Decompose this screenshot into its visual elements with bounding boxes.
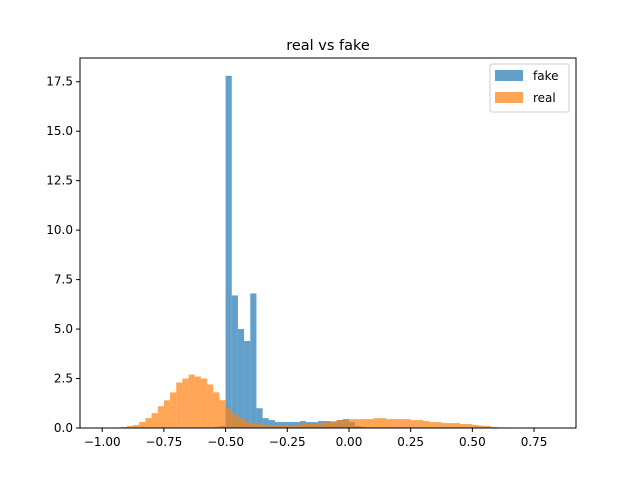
bar-fake-22	[237, 329, 245, 428]
bar-real-61	[478, 425, 485, 428]
bar-real-44	[373, 418, 380, 428]
bar-real-43	[367, 419, 374, 428]
bar-real-28	[274, 425, 282, 428]
bar-real-45	[379, 418, 386, 428]
bar-real-48	[398, 419, 405, 428]
bar-real-15	[194, 376, 201, 428]
bar-real-10	[163, 400, 171, 428]
bar-real-17	[207, 384, 214, 428]
legend-swatch-real	[495, 92, 523, 103]
bar-real-22	[237, 418, 245, 428]
x-tick-label: 0.00	[336, 435, 363, 449]
bar-real-12	[176, 382, 183, 428]
bar-real-30	[287, 425, 294, 428]
y-tick-label: 12.5	[46, 174, 73, 188]
legend: fake real	[489, 63, 570, 113]
bar-real-32	[299, 424, 306, 428]
bar-real-33	[305, 424, 312, 428]
bar-fake-23	[244, 340, 251, 428]
bar-real-9	[157, 406, 164, 428]
bar-real-35	[318, 423, 325, 428]
bar-real-46	[385, 419, 393, 428]
bar-fake-20	[225, 75, 232, 428]
bar-real-40	[348, 419, 356, 428]
bar-real-39	[342, 420, 349, 428]
bar-real-23	[244, 422, 251, 428]
bar-real-20	[225, 408, 232, 428]
bar-real-59	[466, 424, 473, 428]
bar-real-25	[256, 424, 263, 428]
bar-real-21	[231, 414, 238, 428]
bar-real-26	[262, 425, 269, 428]
y-tick-label: 7.5	[54, 273, 73, 287]
bar-real-29	[281, 425, 288, 428]
bar-real-27	[268, 425, 275, 428]
bar-real-42	[361, 419, 368, 428]
bar-real-62	[484, 426, 491, 428]
x-tick-label: 0.25	[397, 435, 424, 449]
bar-real-58	[460, 424, 467, 428]
x-tick-label: −0.75	[146, 435, 183, 449]
bar-real-56	[447, 423, 454, 428]
bar-real-49	[404, 419, 411, 428]
chart-title: real vs fake	[286, 38, 370, 54]
bar-real-52	[423, 421, 430, 428]
axes-layer: −1.00 −0.75 −0.50 −0.25 0.00 0.25 0.50 0.75 0.0 2…	[46, 57, 577, 449]
plot-frame	[79, 57, 577, 429]
x-tick-label: 0.75	[521, 435, 548, 449]
legend-label-fake: fake	[533, 69, 558, 83]
bar-real-34	[311, 423, 319, 428]
x-tick-label: −1.00	[84, 435, 121, 449]
bars-layer	[108, 75, 516, 428]
x-tick-label: −0.50	[207, 435, 244, 449]
bar-real-7	[145, 418, 152, 428]
bar-fake-27	[268, 420, 275, 428]
bar-real-6	[139, 422, 146, 428]
bar-real-53	[429, 422, 436, 428]
bar-real-8	[151, 413, 158, 428]
y-tick-label: 5.0	[54, 322, 73, 336]
bar-real-16	[200, 378, 208, 428]
y-tick-label: 0.0	[54, 421, 73, 435]
bar-fake-26	[262, 418, 269, 428]
y-tick-label: 15.0	[46, 124, 73, 138]
bar-fake-21	[231, 295, 238, 428]
bar-real-37	[330, 421, 337, 428]
bar-real-31	[293, 425, 300, 428]
bar-real-18	[213, 392, 220, 428]
bar-fake-24	[250, 293, 257, 428]
x-tick-label: 0.50	[459, 435, 486, 449]
bar-real-50	[410, 420, 417, 428]
bar-real-19	[219, 400, 226, 428]
bar-real-13	[182, 378, 189, 428]
bar-real-55	[441, 423, 448, 428]
bar-real-14	[188, 374, 195, 428]
bar-real-36	[324, 422, 331, 428]
bar-real-11	[170, 392, 177, 428]
bar-real-57	[453, 423, 461, 428]
y-tick-label: 2.5	[54, 372, 73, 386]
bar-fake-25	[256, 408, 263, 428]
y-tick-label: 17.5	[46, 75, 73, 89]
bar-real-60	[472, 425, 479, 428]
bar-real-4	[126, 426, 134, 428]
bar-real-41	[355, 419, 362, 428]
legend-label-real: real	[533, 91, 556, 105]
bar-real-38	[336, 420, 343, 428]
bar-real-5	[133, 425, 140, 428]
x-tick-label: −0.25	[269, 435, 306, 449]
legend-swatch-fake	[495, 70, 523, 81]
bar-real-24	[250, 423, 257, 428]
bar-real-51	[416, 420, 424, 428]
bar-real-47	[392, 419, 399, 428]
bar-real-54	[435, 422, 442, 428]
y-tick-label: 10.0	[46, 223, 73, 237]
